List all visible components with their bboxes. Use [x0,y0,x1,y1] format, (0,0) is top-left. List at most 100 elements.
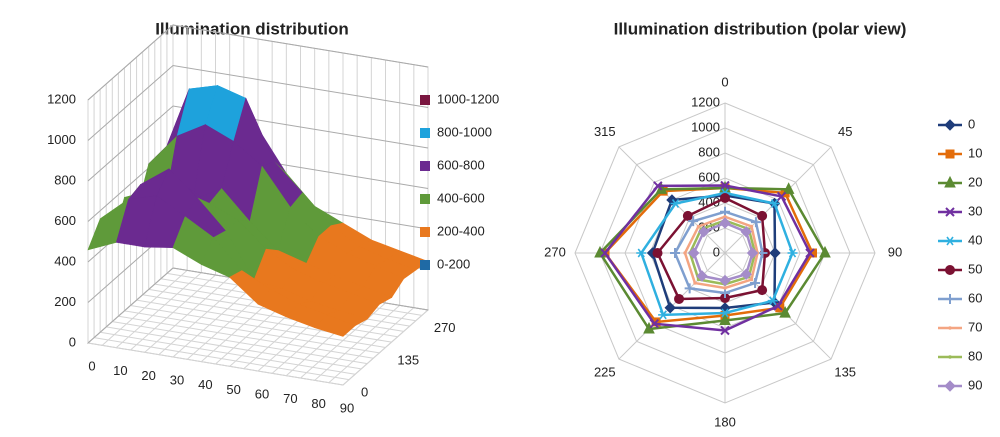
legend-label: 30 [968,203,982,218]
point [720,180,730,191]
chart-title: Illumination distribution (polar view) [614,19,907,38]
point [719,217,731,229]
point [698,226,710,238]
point [653,181,663,191]
legend-marker [945,149,955,159]
floor-grid [124,310,380,354]
point [720,308,730,318]
point [696,270,708,282]
legend-marker [944,175,956,188]
floor-grid [87,342,344,386]
z-tick-label: 0 [69,334,76,349]
category-label: 135 [834,365,856,380]
point [776,191,787,202]
point [740,226,752,238]
legend-label: 400-600 [437,190,485,205]
z-tick-label: 1200 [47,91,76,106]
category-label: 45 [838,124,852,139]
point [674,293,685,304]
chart-title: Illumination distribution [155,19,349,38]
point [643,321,655,334]
legend-marker [945,265,955,275]
z-tick-label: 400 [54,253,76,268]
point [720,193,730,203]
x-tick-label: 50 [226,382,240,397]
legend-marker [945,207,955,217]
point [749,277,754,282]
floor-grid [118,315,374,359]
category-label: 225 [594,365,616,380]
point [808,248,817,258]
point [696,277,701,282]
point [719,313,731,325]
legend-label: 800-1000 [437,124,492,139]
point [719,274,731,287]
x-tick-label: 30 [170,372,184,387]
z-tick-label: 600 [54,213,76,228]
legend-label: 50 [968,261,982,276]
floor-grid [93,337,350,381]
point [693,281,697,285]
legend-marker [945,236,955,246]
legend-label: 600-800 [437,157,485,172]
legend-label: 20 [968,174,982,189]
point [720,325,730,336]
legend-label: 0-200 [437,256,470,271]
legend-label: 0 [968,116,975,131]
point [757,210,768,221]
legend-marker [944,119,956,131]
point [670,199,681,208]
point [682,210,693,221]
legend-swatch [420,161,430,171]
r-tick-label: 1200 [691,94,720,109]
r-tick-label: 0 [713,244,720,259]
surface-patch [314,314,356,337]
floor-grid [142,294,398,338]
legend-marker [944,380,956,392]
point [664,302,676,314]
legend-marker [948,355,952,359]
point [779,305,791,318]
point [670,248,680,258]
point [696,224,701,229]
depth-tick-label: 270 [434,320,456,335]
floor-grid [112,321,368,365]
x-tick-label: 90 [340,400,354,415]
legend-label: 1000-1200 [437,91,499,106]
point [749,224,754,229]
r-tick-label: 1000 [691,119,720,134]
category-label: 90 [888,244,902,259]
legend-label: 10 [968,145,982,160]
x-tick-label: 10 [113,363,127,378]
point [769,199,780,208]
legend-label: 80 [968,348,982,363]
floor-grid [130,305,386,348]
legend-swatch [420,260,430,270]
legend-swatch [420,128,430,138]
legend-swatch [420,95,430,105]
legend-swatch [420,194,430,204]
point [600,248,610,258]
legend-label: 90 [968,377,982,392]
grid-line [87,105,429,182]
point [688,247,700,259]
legend-label: 40 [968,232,982,247]
z-tick-label: 1000 [47,132,76,147]
floor-grid [136,299,392,343]
depth-tick-label: 135 [397,352,419,367]
point [688,216,699,227]
point [750,278,761,289]
x-tick-label: 60 [255,386,269,401]
point [750,217,761,228]
point [740,268,752,280]
point [782,182,795,194]
legend-swatch [420,227,430,237]
legend-label: 200-400 [437,223,485,238]
category-label: 180 [714,414,736,429]
point [767,296,778,306]
category-label: 270 [544,244,566,259]
category-label: 315 [594,124,616,139]
point [757,285,768,296]
point [636,248,647,258]
